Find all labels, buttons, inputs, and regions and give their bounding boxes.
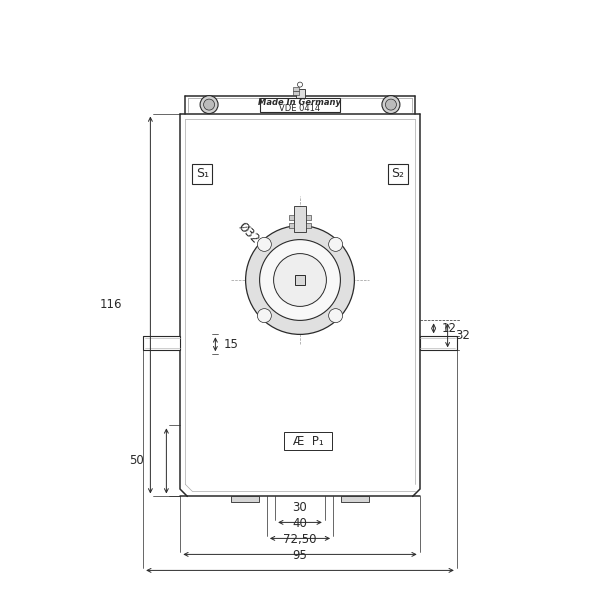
- Circle shape: [200, 95, 218, 113]
- Circle shape: [329, 238, 343, 251]
- Bar: [419, 336, 457, 350]
- Bar: [306, 223, 311, 227]
- Circle shape: [274, 254, 326, 307]
- Text: Ø32: Ø32: [235, 220, 262, 246]
- Bar: [284, 433, 332, 451]
- Circle shape: [257, 238, 271, 251]
- Bar: [260, 98, 340, 112]
- Bar: [296, 89, 305, 98]
- Bar: [293, 91, 299, 95]
- Circle shape: [385, 99, 397, 110]
- Text: Æ  P₁: Æ P₁: [293, 435, 323, 448]
- Text: 116: 116: [100, 298, 122, 311]
- Bar: [193, 164, 212, 184]
- Text: 40: 40: [293, 517, 307, 530]
- Bar: [341, 496, 369, 502]
- Circle shape: [382, 95, 400, 113]
- Circle shape: [257, 308, 271, 323]
- Text: S₂: S₂: [391, 167, 404, 180]
- Bar: [388, 164, 407, 184]
- Text: 72,50: 72,50: [283, 533, 317, 547]
- Text: 32: 32: [455, 329, 470, 342]
- Bar: [289, 223, 294, 227]
- Bar: [293, 86, 299, 91]
- Text: 50: 50: [130, 454, 145, 467]
- Circle shape: [260, 239, 340, 320]
- Circle shape: [329, 308, 343, 323]
- Text: 12: 12: [442, 322, 457, 335]
- Bar: [295, 275, 305, 285]
- Circle shape: [203, 99, 215, 110]
- Bar: [306, 215, 311, 220]
- Circle shape: [245, 226, 355, 334]
- Text: 95: 95: [293, 550, 307, 562]
- Bar: [143, 336, 181, 350]
- Text: Made In Germany: Made In Germany: [259, 98, 341, 107]
- Bar: [231, 496, 259, 502]
- Text: S₁: S₁: [196, 167, 209, 180]
- Text: VDE 0414: VDE 0414: [280, 104, 320, 113]
- Text: 15: 15: [223, 338, 238, 351]
- Circle shape: [298, 82, 302, 87]
- Bar: [294, 206, 306, 232]
- Bar: [289, 215, 294, 220]
- Text: 30: 30: [293, 502, 307, 514]
